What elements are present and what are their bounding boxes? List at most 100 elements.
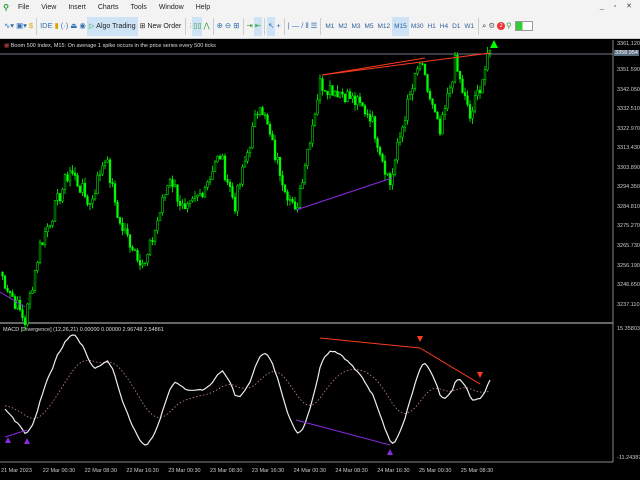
zoom-in-icon[interactable]: ⊕ <box>216 21 223 31</box>
candle <box>126 228 129 235</box>
candle <box>133 249 137 251</box>
menu-view[interactable]: View <box>41 3 57 11</box>
candle <box>223 155 227 180</box>
algo-trading-button[interactable]: ▷ Algo Trading <box>86 16 138 36</box>
search-icon[interactable]: ⌕ <box>482 21 487 31</box>
candle <box>318 78 322 101</box>
candle <box>451 81 454 89</box>
candle <box>353 95 357 105</box>
autoscroll-icon[interactable]: ⇥ <box>246 21 253 31</box>
price-axis-label: 3237.110 <box>617 301 640 308</box>
candle <box>351 95 354 99</box>
grid-icon[interactable]: ⊞ <box>233 21 240 31</box>
channel-icon[interactable]: ⦀ <box>305 21 309 31</box>
new-order-icon: ⊞ <box>139 22 146 30</box>
candle <box>256 113 259 116</box>
candle <box>413 73 417 89</box>
window-controls[interactable]: _ ▫ ✕ <box>599 3 636 10</box>
candle <box>151 240 154 242</box>
candle <box>381 153 384 162</box>
candle <box>403 120 407 128</box>
candle <box>383 160 387 175</box>
menu-charts[interactable]: Charts <box>97 3 119 11</box>
candle <box>466 95 469 105</box>
time-axis-label: 21 Mar 2023 <box>1 468 32 474</box>
timeframe-d1[interactable]: D1 <box>452 22 461 30</box>
divider <box>283 17 285 35</box>
notifications-icon[interactable]: ⚙ <box>488 21 496 31</box>
candle <box>286 191 289 201</box>
candle <box>478 89 482 94</box>
horizontal-line-icon[interactable]: — <box>291 21 300 31</box>
chart-type-icon[interactable]: ∿▾ <box>4 21 15 31</box>
candle <box>43 231 47 245</box>
candle <box>196 195 199 198</box>
time-axis-label: 25 Mar 08:30 <box>460 468 494 474</box>
zoom-out-icon[interactable]: ⊖ <box>224 21 232 31</box>
templates-icon[interactable]: ▣▾ <box>16 21 27 31</box>
vps-icon[interactable]: ⏏ <box>70 21 78 31</box>
candle <box>238 183 242 187</box>
candle <box>311 124 314 144</box>
candle <box>31 289 34 294</box>
time-axis-label: 24 Mar 08:30 <box>335 468 368 474</box>
price-axis-label: 3322.970 <box>617 125 640 132</box>
candle <box>58 193 62 202</box>
candlestick-icon[interactable]: ▯▯ <box>192 16 203 36</box>
menu-file[interactable]: File <box>18 3 30 11</box>
candle <box>1 271 4 277</box>
lock-icon[interactable]: ▮ <box>54 21 59 31</box>
cursor-icon[interactable]: ↖ <box>267 16 276 36</box>
timeframe-m3[interactable]: M3 <box>351 22 361 30</box>
time-axis-label: 22 Mar 08:30 <box>84 468 118 474</box>
new-order-button[interactable]: ⊞ New Order <box>139 22 182 30</box>
timeframe-m12[interactable]: M12 <box>377 22 391 30</box>
menu-tools[interactable]: Tools <box>130 3 147 11</box>
candle <box>98 173 102 176</box>
timeframe-m2[interactable]: M2 <box>338 22 348 30</box>
divider <box>478 17 480 35</box>
candle <box>88 203 92 205</box>
candle <box>23 317 27 326</box>
candle <box>456 55 459 72</box>
signal-icon[interactable]: (·) <box>60 21 69 31</box>
candle <box>481 79 484 94</box>
line-chart-icon[interactable]: ⋀ <box>203 21 210 31</box>
candle <box>21 309 24 319</box>
timeframe-m30[interactable]: M30 <box>410 22 424 30</box>
vertical-line-icon[interactable]: | <box>287 21 290 31</box>
chart-window[interactable] <box>0 40 640 480</box>
candle <box>263 114 267 116</box>
timeframe-m15[interactable]: M15 <box>392 16 409 36</box>
candle <box>251 126 254 149</box>
candle <box>111 182 114 185</box>
bar-chart-icon[interactable]: ⫶ <box>189 21 192 31</box>
market-icon[interactable]: ◉ <box>79 21 86 31</box>
signal-strength-icon: ⚲ <box>506 21 512 31</box>
dollar-icon[interactable]: $ <box>28 21 34 31</box>
timeframe-m5[interactable]: M5 <box>364 22 374 30</box>
timeframe-h1[interactable]: H1 <box>427 22 436 30</box>
candle <box>143 262 147 264</box>
fibonacci-icon[interactable]: ☰ <box>310 21 318 31</box>
timeframe-m1[interactable]: M1 <box>325 22 335 30</box>
menu-insert[interactable]: Insert <box>68 3 86 11</box>
timeframe-w1[interactable]: W1 <box>464 22 475 30</box>
candle <box>391 174 394 186</box>
app-logo-icon: ⚲ <box>3 2 9 12</box>
candle <box>193 196 197 199</box>
candle <box>136 250 139 261</box>
time-axis-label: 23 Mar 00:30 <box>168 468 201 474</box>
candle <box>266 114 269 125</box>
trendline-icon[interactable]: / <box>301 21 304 31</box>
candle <box>63 174 67 190</box>
candle <box>208 179 212 183</box>
menu-window[interactable]: Window <box>158 3 184 11</box>
ide-icon[interactable]: IDE <box>40 21 53 31</box>
menu-help[interactable]: Help <box>195 3 211 11</box>
chart-shift-icon[interactable]: ⇤ <box>253 16 263 36</box>
buy-arrow-icon <box>5 437 11 443</box>
crosshair-icon[interactable]: + <box>276 21 281 31</box>
timeframe-h4[interactable]: H4 <box>439 22 449 30</box>
